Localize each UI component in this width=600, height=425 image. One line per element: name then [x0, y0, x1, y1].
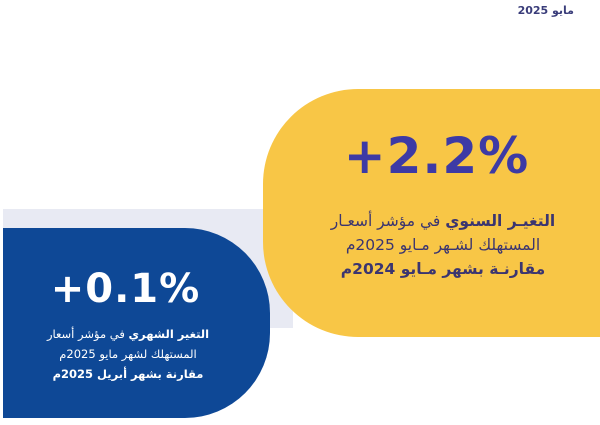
annual-change-card: +2.2% التغيـر السنوي في مؤشر أسعـار المس… [263, 89, 600, 337]
annual-label: التغيـر السنوي [445, 212, 556, 230]
annual-change-description: التغيـر السنوي في مؤشر أسعـار المستهلك ل… [323, 209, 563, 281]
monthly-line-2: المستهلك لشهر مايو 2025م [59, 347, 197, 361]
annual-change-value: +2.2% [343, 127, 530, 185]
annual-line-2: المستهلك لشـهر مـايو 2025م [345, 236, 541, 254]
monthly-line-1-rest: في مؤشر أسعار [46, 327, 129, 341]
monthly-change-value: +0.1% [50, 266, 201, 312]
monthly-change-description: التغير الشهري في مؤشر أسعار المستهلك لشه… [43, 324, 213, 384]
annual-line-1: التغيـر السنوي في مؤشر أسعـار [323, 209, 563, 233]
annual-line-1-rest: في مؤشر أسعـار [330, 212, 446, 230]
report-date: مايو 2025 [517, 4, 574, 17]
monthly-label: التغير الشهري [128, 327, 210, 341]
annual-line-3: مقارنـة بشهر مـايو 2024م [340, 260, 546, 278]
monthly-change-card: +0.1% التغير الشهري في مؤشر أسعار المسته… [3, 228, 270, 418]
monthly-line-3: مقارنة بشهر أبريل 2025م [52, 367, 204, 381]
monthly-line-1: التغير الشهري في مؤشر أسعار [43, 324, 213, 344]
